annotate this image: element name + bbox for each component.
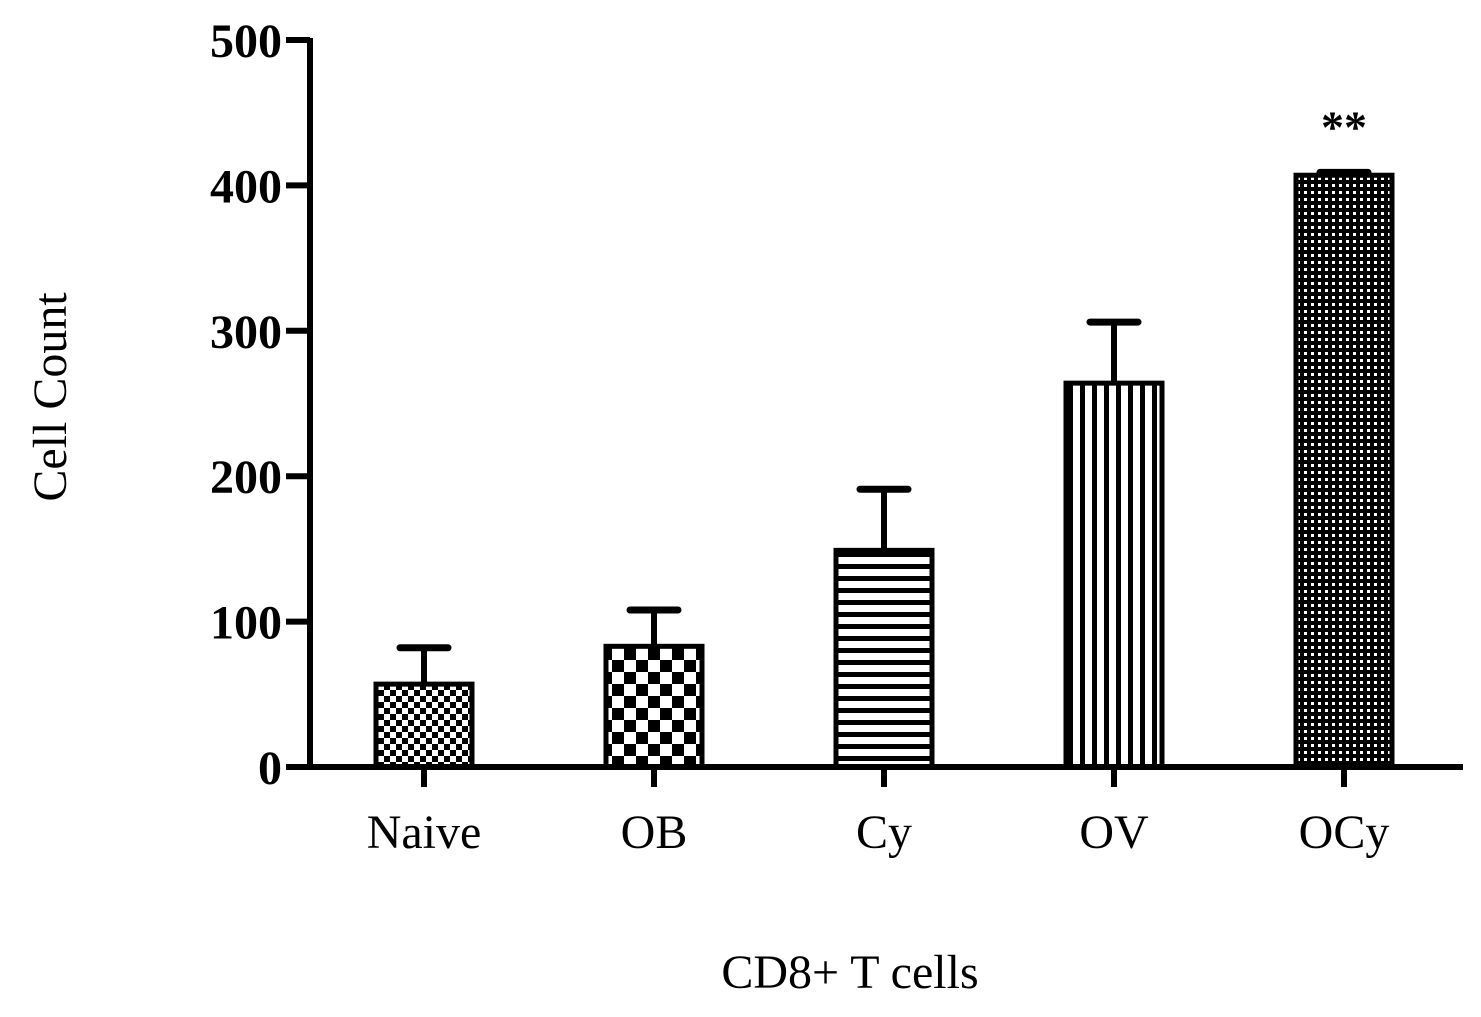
x-tick-label-naive: Naive [367, 806, 482, 859]
bar-ov [1063, 380, 1165, 770]
x-tick-label-ov: OV [1079, 806, 1149, 859]
significance-annotation: ** [1321, 101, 1367, 152]
bar-ob [603, 643, 705, 770]
x-tick-label-cy: Cy [856, 806, 912, 859]
y-tick-label-0: 0 [258, 742, 282, 795]
x-tick-label-ocy: OCy [1299, 806, 1390, 859]
bar-cy [833, 547, 935, 770]
bar-naive [373, 681, 475, 770]
y-tick-label-300: 300 [210, 306, 282, 359]
plot-area: Naive OB Cy OV OCy ** 0 100 200 300 400 500 [210, 15, 1463, 859]
x-tick-label-ob: OB [621, 806, 688, 859]
y-tick-label-400: 400 [210, 160, 282, 213]
y-tick-label-100: 100 [210, 597, 282, 650]
y-axis-title: Cell Count [24, 292, 77, 502]
x-axis-title: CD8+ T cells [721, 946, 978, 999]
y-tick-label-200: 200 [210, 451, 282, 504]
y-tick-label-500: 500 [210, 15, 282, 68]
bar-ocy [1293, 172, 1395, 770]
